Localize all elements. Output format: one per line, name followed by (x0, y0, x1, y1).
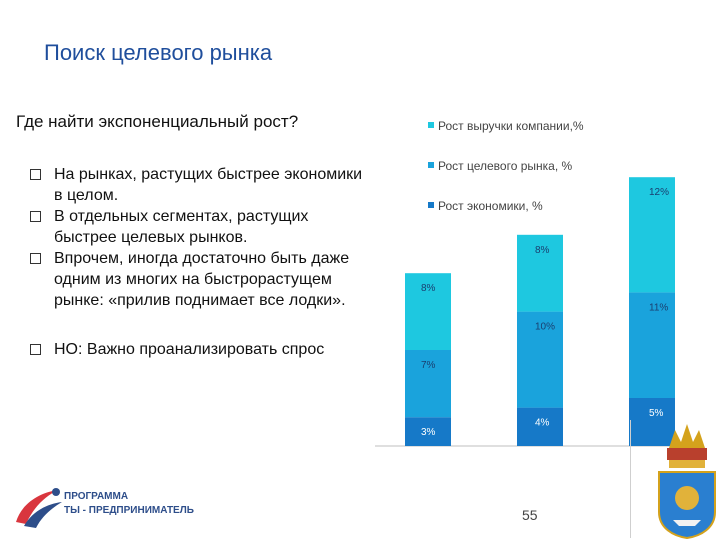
bullet-text: НО: Важно проанализировать спрос (54, 341, 325, 358)
legend-label: Рост целевого рынка, % (438, 159, 572, 173)
page-number: 55 (522, 507, 538, 523)
program-logo (16, 488, 62, 528)
legend-swatch (428, 162, 434, 168)
bar-segment (517, 311, 563, 408)
chart-legend: Рост выручки компании,% Рост целевого рын… (428, 119, 584, 213)
bullet-list: На рынках, растущих быстрее экономики в … (30, 164, 370, 360)
data-label: 11% (649, 302, 668, 313)
bar-segment (629, 177, 675, 293)
legend-label: Рост экономики, % (438, 199, 543, 213)
data-label: 4% (535, 418, 550, 429)
bullet-item: Впрочем, иногда достаточно быть даже одн… (30, 248, 370, 311)
legend-swatch (428, 202, 434, 208)
data-label: 12% (649, 187, 669, 198)
logo-text: ПРОГРАММА ТЫ - ПРЕДПРИНИМАТЕЛЬ (64, 490, 194, 518)
bars-group: 3% 7% 8% 4% 10% 8% 5% 11% 12% (405, 177, 675, 446)
bullet-text: На рынках, растущих быстрее экономики в … (54, 166, 363, 204)
checkbox-bullet-icon (30, 344, 41, 355)
legend-label: Рост выручки компании,% (438, 119, 584, 133)
data-label: 10% (535, 322, 555, 333)
coat-of-arms-emblem (658, 424, 716, 540)
bullet-text: Впрочем, иногда достаточно быть даже одн… (54, 250, 350, 309)
data-label: 5% (649, 408, 664, 419)
divider-line (630, 420, 631, 538)
slide-title: Поиск целевого рынка (44, 40, 273, 65)
data-label: 8% (535, 245, 550, 256)
bar-segment (405, 350, 451, 418)
data-label: 3% (421, 427, 436, 438)
checkbox-bullet-icon (30, 169, 41, 180)
bullet-text: В отдельных сегментах, растущих быстрее … (54, 208, 309, 246)
data-label: 8% (421, 283, 436, 294)
bar-segment (405, 417, 451, 446)
bullet-item: На рынках, растущих быстрее экономики в … (30, 164, 370, 206)
bar-segment (629, 292, 675, 398)
bullet-item: В отдельных сегментах, растущих быстрее … (30, 206, 370, 248)
data-label: 7% (421, 360, 436, 371)
bar-segment (517, 407, 563, 446)
logo-line-1: ПРОГРАММА (64, 491, 129, 502)
bar-segment (517, 234, 563, 312)
checkbox-bullet-icon (30, 211, 41, 222)
bar-segment (405, 273, 451, 350)
legend-swatch (428, 122, 434, 128)
bar-segment (629, 398, 675, 446)
logo-line-2: ТЫ - ПРЕДПРИНИМАТЕЛЬ (64, 505, 194, 516)
slide-subtitle: Где найти экспоненциальный рост? (16, 112, 299, 131)
checkbox-bullet-icon (30, 253, 41, 264)
bullet-item: НО: Важно проанализировать спрос (30, 339, 370, 360)
stacked-bar-chart: 3% 7% 8% 4% 10% 8% 5% 11% 12% Рост выручки компа… (375, 119, 695, 447)
